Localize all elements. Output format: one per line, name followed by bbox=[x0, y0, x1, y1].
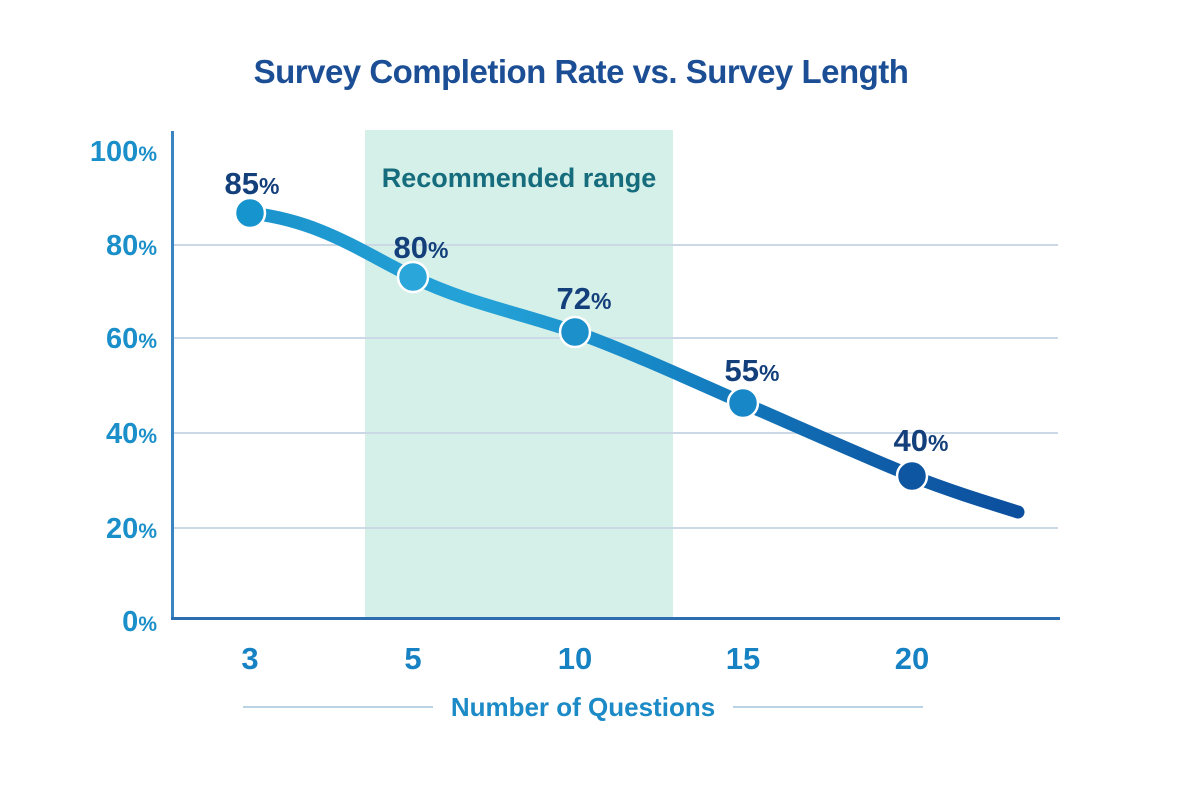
y-tick-label-80: 80% bbox=[106, 230, 157, 262]
data-point-label-72: 72% bbox=[557, 281, 612, 316]
y-tick-label-40: 40% bbox=[106, 418, 157, 450]
x-axis-title: Number of Questions bbox=[451, 692, 715, 722]
y-tick-label-60: 60% bbox=[106, 323, 157, 355]
data-point-label-55: 55% bbox=[725, 353, 780, 388]
data-point-10q bbox=[558, 315, 592, 349]
x-tick-label-10: 10 bbox=[558, 641, 592, 676]
data-point-20q bbox=[895, 459, 929, 493]
x-tick-label-20: 20 bbox=[895, 641, 929, 676]
data-point-label-85: 85% bbox=[225, 166, 280, 201]
y-tick-label-0: 0% bbox=[122, 606, 157, 638]
x-tick-label-5: 5 bbox=[404, 641, 421, 676]
data-point-15q bbox=[726, 386, 760, 420]
chart-title: Survey Completion Rate vs. Survey Length bbox=[254, 53, 909, 90]
data-point-3q bbox=[233, 196, 267, 230]
y-tick-label-20: 20% bbox=[106, 513, 157, 545]
x-tick-label-3: 3 bbox=[241, 641, 258, 676]
x-tick-label-15: 15 bbox=[726, 641, 760, 676]
y-tick-label-100: 100% bbox=[90, 136, 157, 168]
data-point-label-40: 40% bbox=[894, 423, 949, 458]
data-point-label-80: 80% bbox=[394, 230, 449, 265]
recommended-range-band bbox=[365, 130, 673, 617]
recommended-range-label: Recommended range bbox=[382, 163, 657, 193]
data-point-5q bbox=[396, 260, 430, 294]
